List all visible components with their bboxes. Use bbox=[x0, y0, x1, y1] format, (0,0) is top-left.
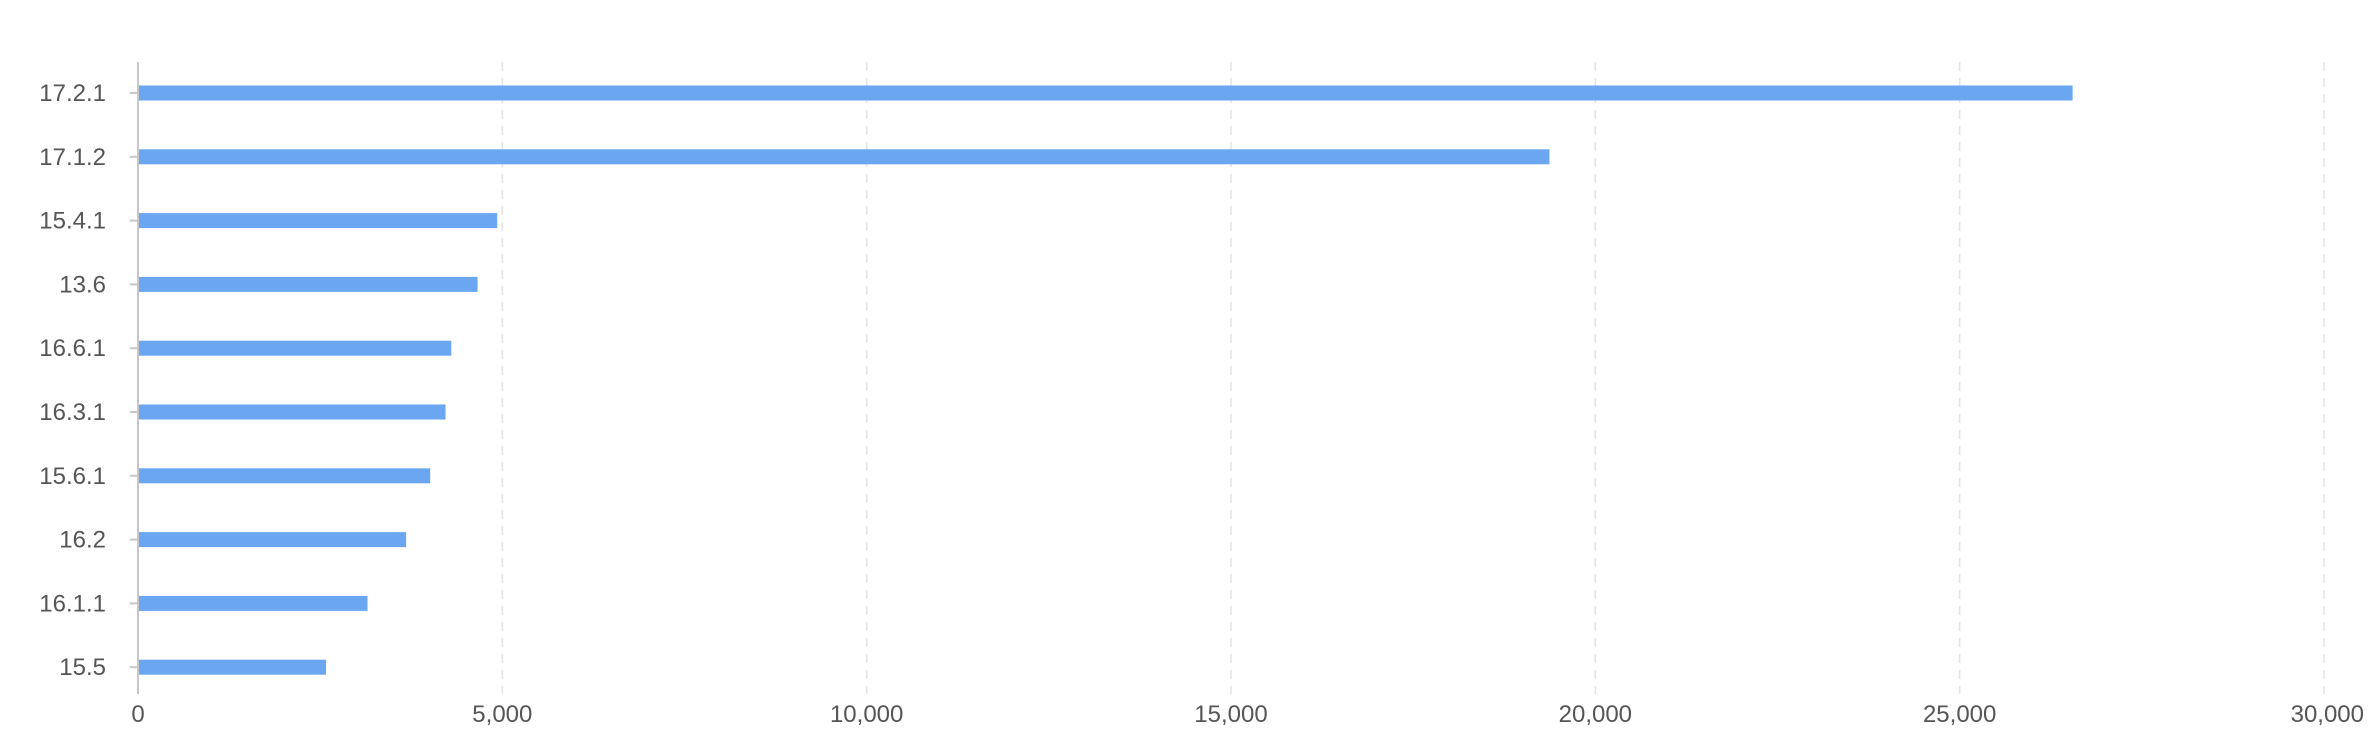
bar bbox=[138, 213, 498, 229]
y-tick-label: 13.6 bbox=[59, 271, 106, 298]
y-tick-label: 16.6.1 bbox=[39, 335, 106, 362]
x-tick-label: 5,000 bbox=[472, 701, 532, 728]
bar bbox=[138, 340, 452, 356]
y-tick-label: 17.1.2 bbox=[39, 144, 106, 171]
x-tick-label: 30,000 bbox=[2291, 701, 2364, 728]
y-tick-label: 15.6.1 bbox=[39, 463, 106, 490]
x-tick-label: 15,000 bbox=[1194, 701, 1267, 728]
y-axis-ticks: 17.2.1 17.1.2 15.4.1 13.6 16.6.1 16.3.1 15.6.1… bbox=[39, 80, 138, 681]
bar bbox=[138, 149, 1550, 165]
bars bbox=[138, 85, 2073, 675]
y-tick-label: 16.1.1 bbox=[39, 590, 106, 617]
y-tick-label: 15.4.1 bbox=[39, 208, 106, 235]
x-tick-label: 10,000 bbox=[830, 701, 903, 728]
x-axis-labels: 0 5,000 10,000 15,000 20,000 25,000 30,000 bbox=[131, 701, 2364, 728]
y-tick-label: 17.2.1 bbox=[39, 80, 106, 107]
y-tick-label: 16.2 bbox=[59, 527, 106, 554]
x-tick-label: 25,000 bbox=[1923, 701, 1996, 728]
bar bbox=[138, 595, 368, 611]
x-tick-label: 0 bbox=[131, 701, 144, 728]
bar bbox=[138, 85, 2073, 101]
bar bbox=[138, 468, 431, 484]
bar bbox=[138, 404, 446, 420]
bar bbox=[138, 276, 478, 292]
y-tick-label: 15.5 bbox=[59, 654, 106, 681]
y-tick-label: 16.3.1 bbox=[39, 399, 106, 426]
bar bbox=[138, 659, 326, 675]
bar bbox=[138, 532, 407, 548]
x-tick-label: 20,000 bbox=[1559, 701, 1632, 728]
